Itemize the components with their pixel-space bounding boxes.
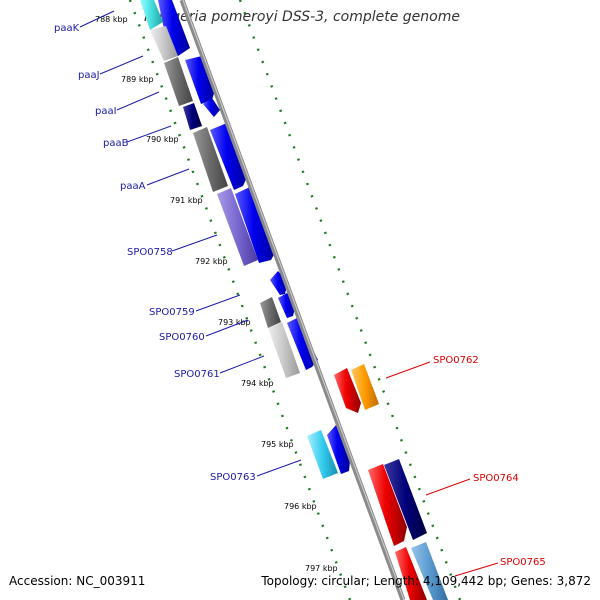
feature-red-2[interactable] <box>368 464 407 546</box>
leader-SPO0759 <box>195 294 241 312</box>
gene-label-paaJ[interactable]: paaJ <box>78 70 100 81</box>
right-gene-labels: SPO0762 SPO0764 SPO0765 <box>433 355 546 568</box>
left-gene-labels: paaK paaJ paaI paaB paaA SPO0758 SPO0759… <box>54 23 256 483</box>
reverse-strand-features <box>334 364 448 600</box>
gene-label-paaK[interactable]: paaK <box>54 23 80 34</box>
gene-label-SPO0762[interactable]: SPO0762 <box>433 355 479 366</box>
left-label-leaders <box>79 10 302 477</box>
feature-red-1[interactable] <box>334 368 361 413</box>
genome-backbone <box>179 0 406 600</box>
gene-label-SPO0758[interactable]: SPO0758 <box>127 247 173 258</box>
tick-788: 788 kbp <box>95 15 128 24</box>
feature-teal-1[interactable] <box>140 0 163 30</box>
leader-paaK <box>79 10 115 28</box>
gene-label-SPO0761[interactable]: SPO0761 <box>174 369 220 380</box>
leader-SPO0762 <box>385 361 431 379</box>
feature-steel-1[interactable] <box>411 542 448 600</box>
feature-darkgray-3[interactable] <box>260 297 281 328</box>
feature-blue-3[interactable] <box>203 98 220 117</box>
genome-backbone-highlight <box>182 0 405 600</box>
outer-dotted-track-2 <box>128 0 352 600</box>
tick-789: 789 kbp <box>121 75 154 84</box>
feature-purple-1[interactable] <box>217 188 258 266</box>
feature-lightgray-1[interactable] <box>150 26 178 61</box>
leader-paaB <box>126 125 172 143</box>
genome-summary-text: Topology: circular; Length: 4,109,442 bp… <box>261 574 591 588</box>
leader-SPO0761 <box>219 355 265 374</box>
gene-label-SPO0763[interactable]: SPO0763 <box>210 472 256 483</box>
tick-792: 792 kbp <box>195 257 228 266</box>
gene-label-paaA[interactable]: paaA <box>120 181 146 192</box>
gene-label-SPO0760[interactable]: SPO0760 <box>159 332 205 343</box>
feature-orange-1[interactable] <box>351 364 379 410</box>
gene-label-SPO0759[interactable]: SPO0759 <box>149 307 195 318</box>
leader-SPO0763 <box>256 459 302 477</box>
right-label-leaders <box>385 361 499 577</box>
tick-797: 797 kbp <box>305 564 338 573</box>
feature-blue-6[interactable] <box>270 271 288 295</box>
feature-darkgray-1[interactable] <box>164 57 193 106</box>
feature-blue-9[interactable] <box>327 425 350 474</box>
gene-label-paaB[interactable]: paaB <box>103 138 129 149</box>
leader-paaJ <box>99 55 144 75</box>
feature-darkgray-2[interactable] <box>193 127 228 192</box>
feature-red-3[interactable] <box>395 547 427 600</box>
gene-label-SPO0764[interactable]: SPO0764 <box>473 473 519 484</box>
accession-text: Accession: NC_003911 <box>9 574 146 588</box>
tick-790: 790 kbp <box>146 135 179 144</box>
tick-796: 796 kbp <box>284 502 317 511</box>
tick-794: 794 kbp <box>241 379 274 388</box>
leader-paaI <box>116 91 160 111</box>
feature-navy-1[interactable] <box>183 103 202 130</box>
gene-label-SPO0765[interactable]: SPO0765 <box>500 557 546 568</box>
feature-cyan-1[interactable] <box>307 430 338 479</box>
feature-blue-4[interactable] <box>210 123 247 190</box>
feature-blue-5[interactable] <box>235 186 276 263</box>
tick-791: 791 kbp <box>170 196 203 205</box>
forward-strand-features <box>158 0 350 474</box>
gene-label-paaI[interactable]: paaI <box>95 106 117 117</box>
genome-title: Ruegeria pomeroyi DSS-3, complete genome <box>144 9 460 25</box>
leader-paaA <box>146 168 190 186</box>
feature-lightgray-2[interactable] <box>268 322 300 378</box>
tick-795: 795 kbp <box>261 440 294 449</box>
feature-blue-8[interactable] <box>287 318 318 370</box>
tick-793: 793 kbp <box>218 318 251 327</box>
leader-SPO0765 <box>454 562 499 577</box>
feature-blue-1[interactable] <box>158 0 190 56</box>
ruler-ticks: 788 kbp 789 kbp 790 kbp 791 kbp 792 kbp … <box>95 15 338 573</box>
feature-navy-2[interactable] <box>384 459 427 540</box>
leader-SPO0760 <box>205 319 249 337</box>
inner-track-features <box>140 0 338 479</box>
leader-SPO0764 <box>425 478 471 496</box>
leader-SPO0758 <box>171 234 218 252</box>
feature-blue-2[interactable] <box>185 56 215 104</box>
